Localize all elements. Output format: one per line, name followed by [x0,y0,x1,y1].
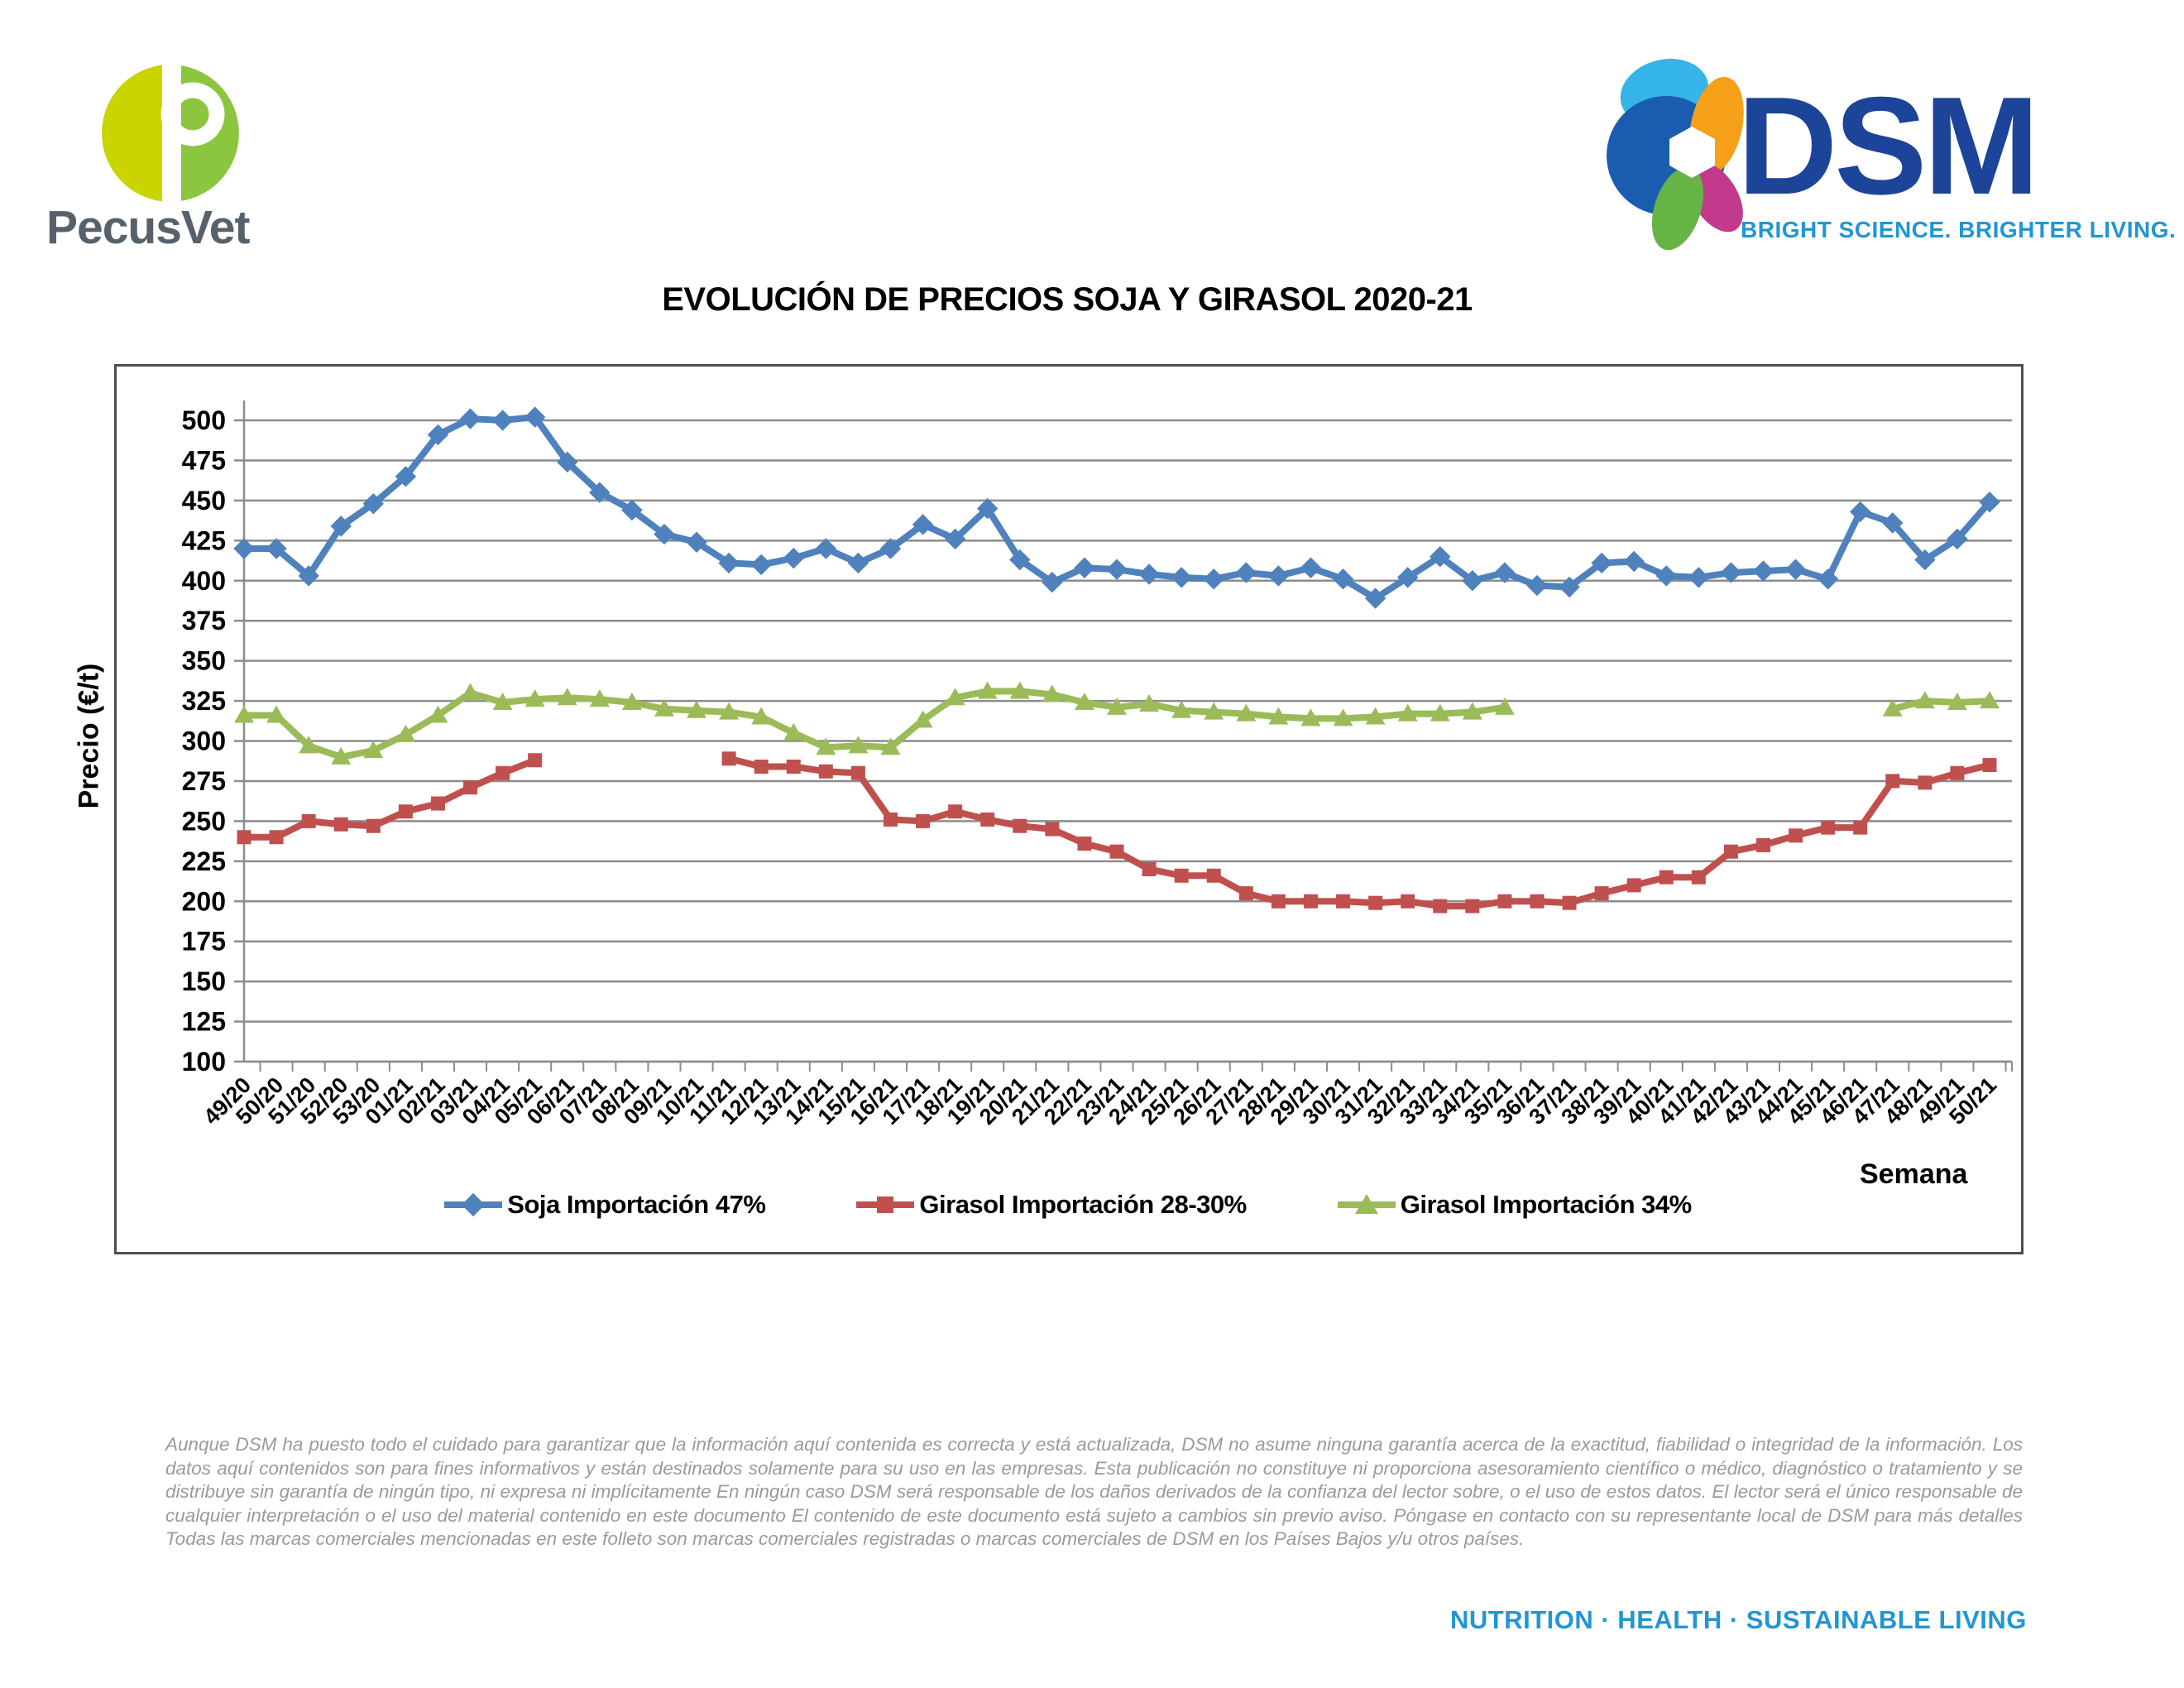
dsm-wordmark: DSM [1737,68,2039,223]
svg-text:325: 325 [182,686,226,716]
svg-text:225: 225 [182,846,226,876]
y-axis-title: Precio (€/t) [73,663,105,809]
footer-tagline: NUTRITION · HEALTH · SUSTAINABLE LIVING [1450,1605,2027,1634]
soja-line-diamond-icon [444,1192,503,1217]
svg-text:375: 375 [182,606,226,635]
chart-title: EVOLUCIÓN DE PRECIOS SOJA Y GIRASOL 2020… [662,281,1473,318]
dsm-swirl-icon [1607,59,1744,251]
svg-text:175: 175 [182,927,226,957]
pecusvet-logo [99,62,242,204]
legend-item-girasol-34: Girasol Importación 34% [1336,1190,1692,1220]
dsm-logo [1605,50,1770,257]
legend-label-girasol-34: Girasol Importación 34% [1400,1190,1693,1219]
svg-text:125: 125 [182,1007,226,1037]
dsm-tagline: BRIGHT SCIENCE. BRIGHTER LIVING. [1741,217,2177,242]
svg-text:475: 475 [182,445,226,475]
girasol34-line-triangle-icon [1337,1194,1396,1214]
svg-text:350: 350 [182,646,226,676]
pecusvet-wordmark: PecusVet [46,201,251,254]
disclaimer-text: Aunque DSM ha puesto todo el cuidado par… [165,1434,2023,1549]
svg-text:275: 275 [182,766,226,796]
girasol2830-line-square-icon [856,1196,915,1213]
svg-text:250: 250 [182,806,226,836]
svg-text:425: 425 [182,525,226,555]
svg-text:450: 450 [182,486,226,516]
x-axis-title: Semana [1860,1158,1968,1190]
svg-text:150: 150 [182,966,226,996]
svg-text:300: 300 [182,727,226,756]
svg-text:400: 400 [182,566,226,596]
legend-label-soja: Soja Importación 47% [507,1190,766,1219]
price-line-chart: 100 125 150 175 200 225 250 275 300 325 350 375 400 4… [182,400,2013,1129]
pecusvet-logo-icon [102,65,239,202]
svg-text:100: 100 [182,1047,226,1077]
legend-label-girasol-2830: Girasol Importación 28-30% [919,1190,1247,1219]
svg-text:500: 500 [182,405,226,435]
chart-legend: Soja Importación 47% Girasol Importación… [248,1190,1886,1220]
legend-item-girasol-2830: Girasol Importación 28-30% [855,1190,1247,1220]
svg-text:200: 200 [182,886,226,916]
legend-item-soja: Soja Importación 47% [443,1190,766,1220]
